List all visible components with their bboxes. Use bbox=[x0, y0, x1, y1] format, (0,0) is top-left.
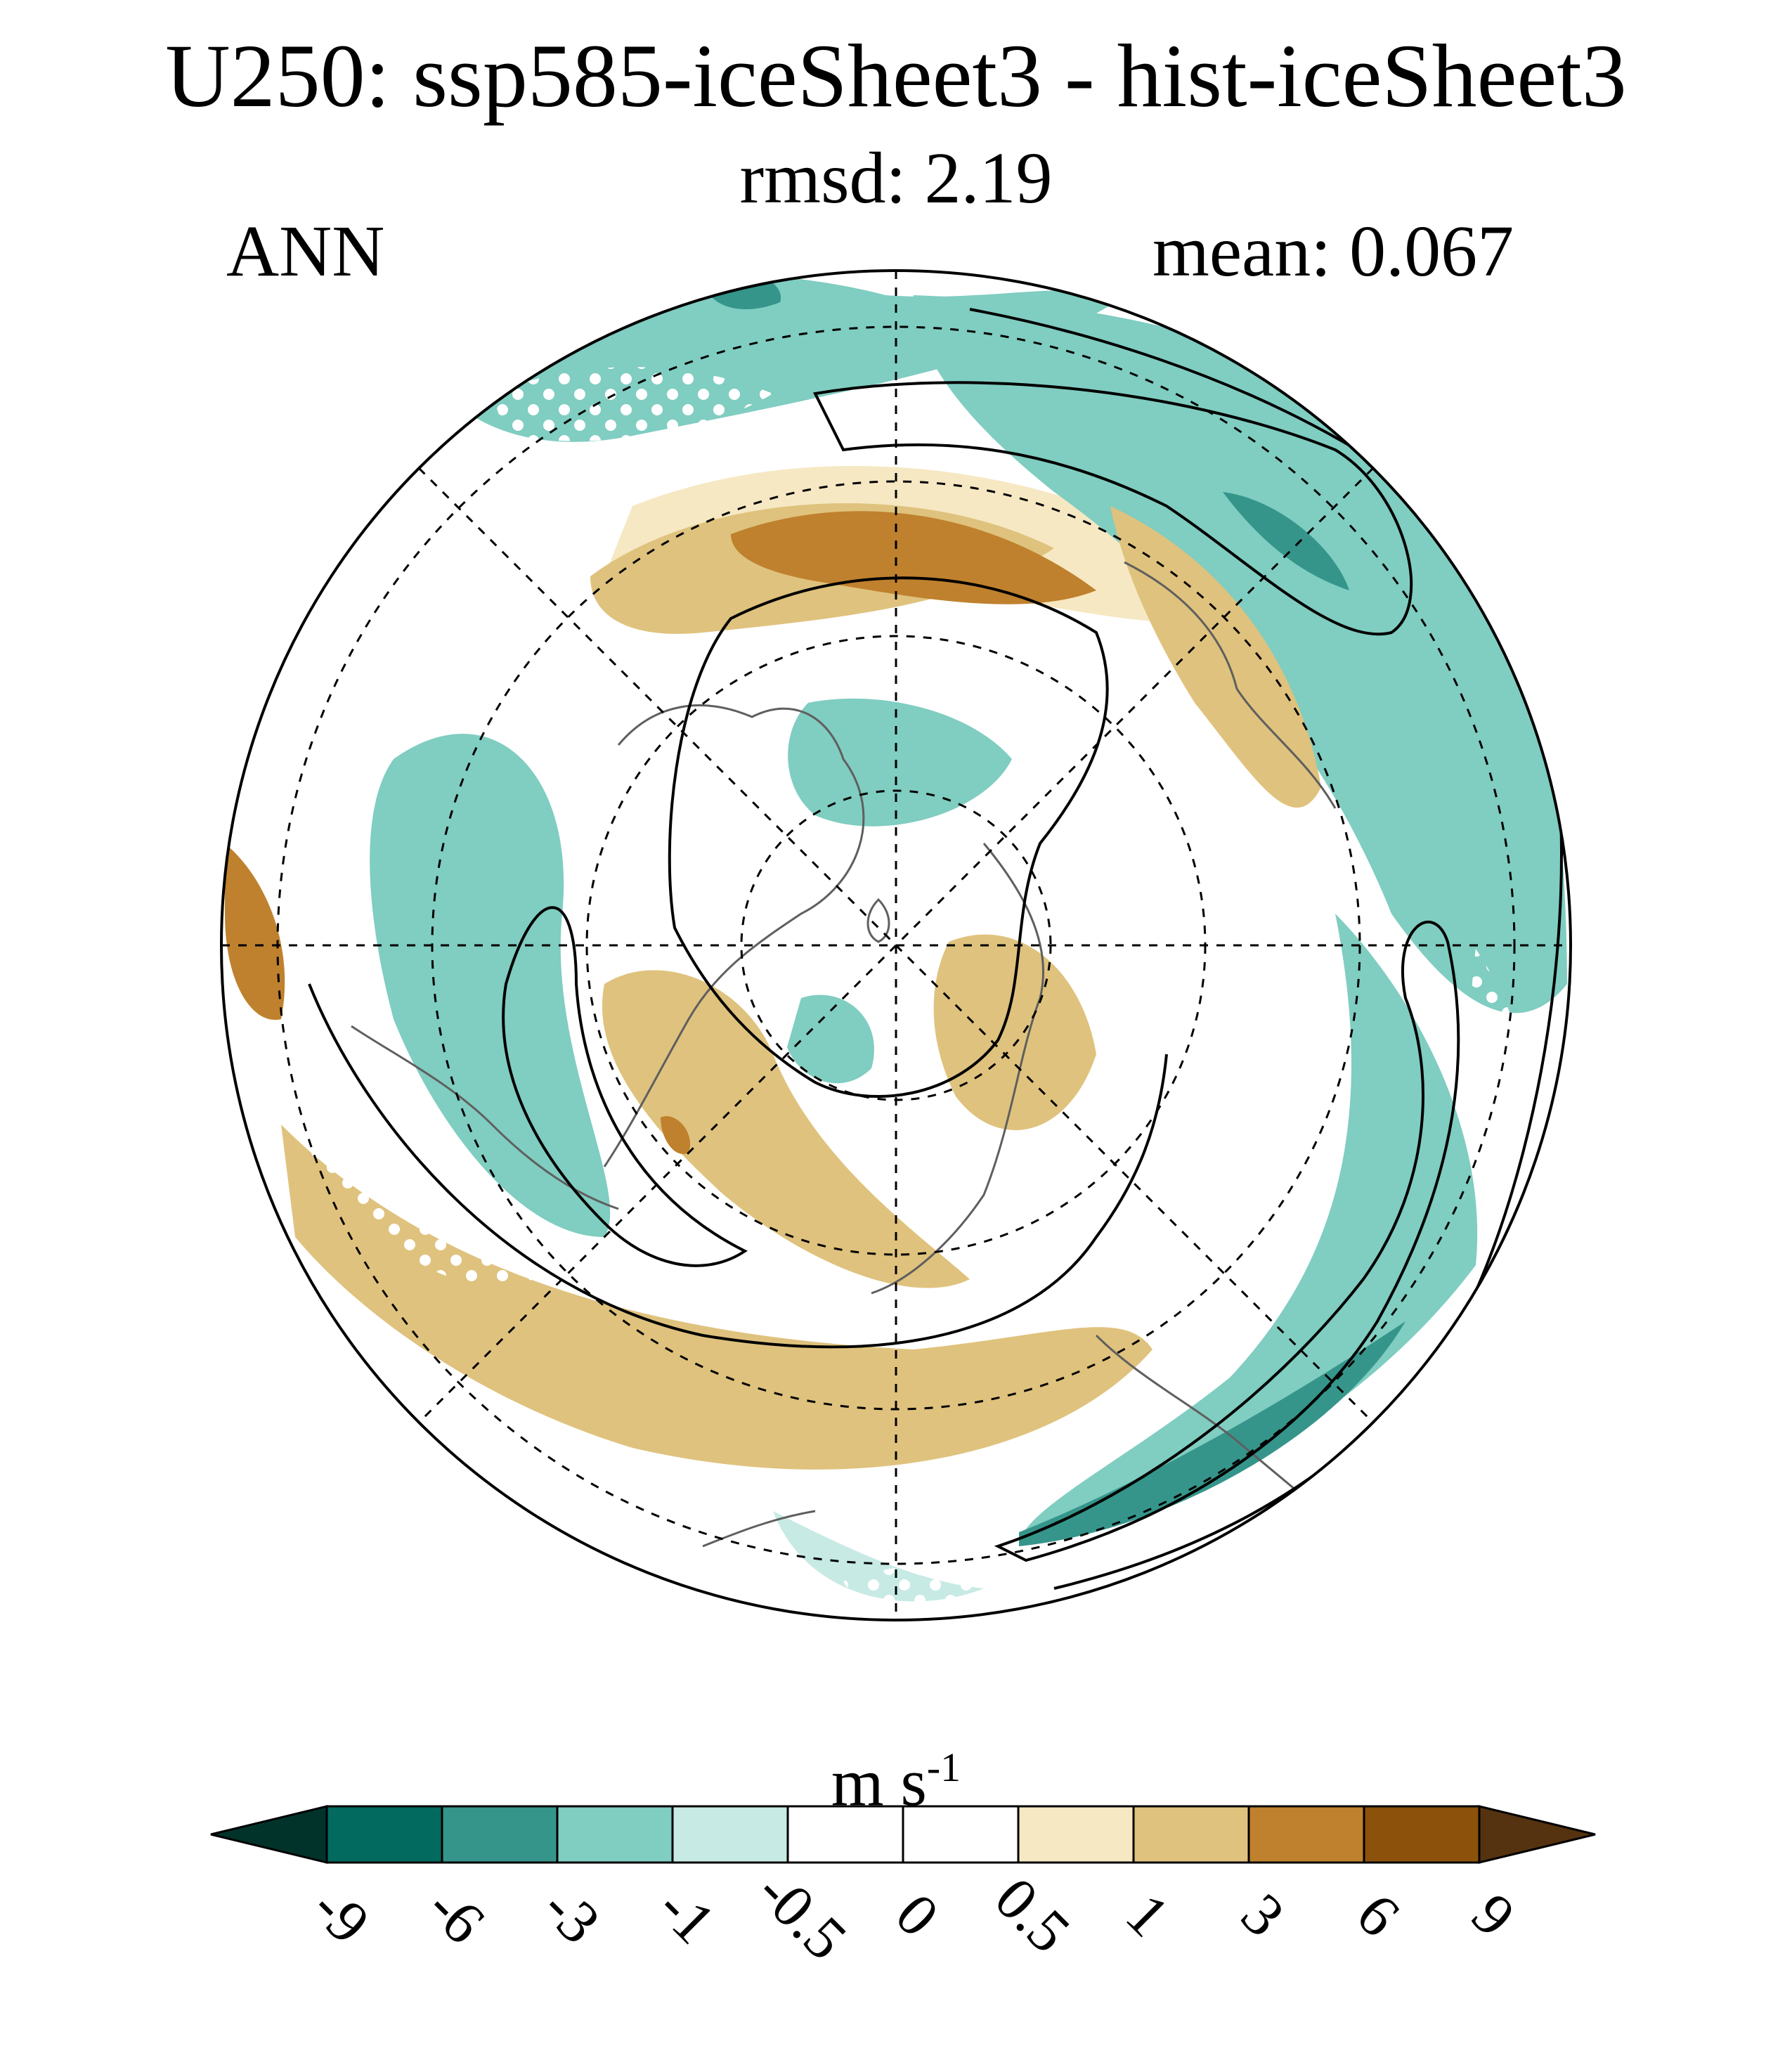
colorbar-tick-label: 0 bbox=[883, 1880, 952, 1949]
climatology-contour bbox=[668, 576, 1109, 1098]
chart-subtitle: rmsd: 2.19 bbox=[739, 138, 1053, 219]
western-edge-positive-anomaly bbox=[225, 843, 285, 1021]
colorbar bbox=[210, 1805, 1596, 1864]
coastline bbox=[702, 1510, 816, 1548]
colorbar-tick-label: -6 bbox=[415, 1873, 498, 1957]
colorbar-tick-label: -9 bbox=[299, 1873, 383, 1957]
central-negative-anomaly bbox=[787, 995, 874, 1084]
stipple-region bbox=[295, 1019, 534, 1285]
coastline bbox=[1124, 561, 1337, 809]
climatology-contour bbox=[812, 381, 1413, 635]
colorbar-tick-label: 9 bbox=[1459, 1880, 1528, 1949]
coastline bbox=[603, 704, 865, 1167]
colorbar-tick-label: -3 bbox=[530, 1873, 613, 1957]
southern-positive-anomaly-band bbox=[281, 1125, 1153, 1470]
colorbar-box bbox=[325, 1805, 443, 1864]
colorbar-box bbox=[441, 1805, 559, 1864]
colorbar-tick-label: 3 bbox=[1228, 1880, 1297, 1949]
graticule bbox=[221, 271, 1571, 1620]
map-boundary bbox=[220, 269, 1572, 1621]
mean-label: mean: 0.067 bbox=[1153, 211, 1514, 292]
colorbar-tick-label: 6 bbox=[1344, 1880, 1413, 1949]
small-strong-positive-spot bbox=[661, 1116, 690, 1154]
strong-negative-anomaly-region-east bbox=[1223, 492, 1349, 590]
arctic-negative-anomaly bbox=[788, 698, 1012, 827]
stipple-region bbox=[492, 367, 773, 441]
strong-positive-anomaly-region bbox=[731, 511, 1096, 604]
southwest-positive-anomaly bbox=[602, 970, 970, 1288]
southeast-strong-negative-anomaly bbox=[1019, 1321, 1405, 1546]
colorbar-box bbox=[671, 1805, 789, 1864]
colorbar-tick-label: 1 bbox=[1113, 1880, 1182, 1949]
colorbar-tick-label: -0.5 bbox=[744, 1857, 859, 1972]
colorbar-box bbox=[902, 1805, 1020, 1864]
coastline bbox=[351, 1025, 619, 1210]
colorbar-tick-label: 0.5 bbox=[982, 1865, 1084, 1966]
units-exponent: -1 bbox=[926, 1744, 961, 1790]
coastline bbox=[866, 898, 890, 943]
colorbar-box bbox=[556, 1805, 674, 1864]
central-positive-anomaly bbox=[933, 934, 1096, 1130]
chart-title: U250: ssp585-iceSheet3 - hist-iceSheet3 bbox=[165, 26, 1627, 126]
stipple-region bbox=[1124, 914, 1191, 1160]
colorbar-box bbox=[1363, 1805, 1481, 1864]
colorbar-box bbox=[786, 1805, 904, 1864]
west-negative-anomaly-band bbox=[370, 734, 611, 1237]
east-positive-anomaly-band bbox=[1110, 506, 1321, 808]
colorbar-box bbox=[1017, 1805, 1135, 1864]
colorbar-tick-label: -1 bbox=[645, 1873, 729, 1957]
meridian-line bbox=[417, 467, 1375, 1424]
season-label: ANN bbox=[226, 211, 385, 292]
coastline bbox=[871, 843, 1044, 1295]
colorbar-extend-high bbox=[1478, 1805, 1596, 1864]
colorbar-box bbox=[1247, 1805, 1365, 1864]
colorbar-tick-labels: -9 -6 -3 -1 -0.5 0 0.5 1 3 6 9 bbox=[299, 1857, 1528, 1972]
stipple-region bbox=[843, 1563, 994, 1610]
climatology-contour bbox=[308, 983, 1168, 1349]
colorbar-extend-low bbox=[210, 1805, 328, 1864]
colorbar-box bbox=[1132, 1805, 1250, 1864]
climatology-contour bbox=[502, 906, 748, 1267]
southeast-negative-anomaly-band bbox=[1019, 914, 1478, 1546]
